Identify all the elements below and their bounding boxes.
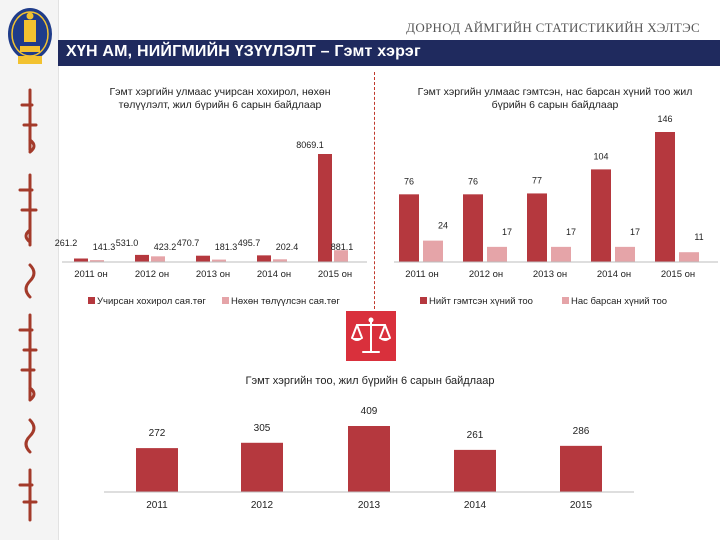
chart2-label-1-2: 17 (566, 227, 576, 237)
chart2-tick-1: 2012 он (469, 269, 503, 280)
chart1-legend-swatch-1 (222, 297, 229, 304)
chart2-label-1-0: 24 (438, 221, 448, 231)
chart2-bar-1-4 (679, 252, 699, 262)
chart3-title: Гэмт хэргийн тоо, жил бүрийн 6 сарын бай… (245, 375, 495, 387)
chart2-title: Гэмт хэргийн улмаас гэмтсэн, нас барсан … (417, 86, 693, 111)
chart3-bar-4 (560, 445, 602, 492)
chart1-bar-0-1 (135, 254, 149, 262)
chart2-bar-1-1 (487, 246, 507, 262)
chart1-bar-1-4 (334, 250, 348, 262)
chart3-bar-1 (241, 442, 283, 492)
chart3-tick-4: 2015 (570, 500, 593, 511)
chart1-label-1-4: 881.1 (331, 242, 354, 252)
chart3-tick-3: 2014 (464, 500, 487, 511)
chart2-tick-3: 2014 он (597, 269, 631, 280)
chart1-label-0-3: 495.7 (238, 238, 261, 248)
chart1-bar-1-2 (212, 259, 226, 262)
chart2-bar-0-2 (527, 193, 547, 262)
panel-divider (374, 72, 375, 324)
chart1-label-1-1: 423.2 (154, 242, 177, 252)
chart1-label-1-0: 141.3 (93, 242, 116, 252)
scale-of-justice-icon (346, 311, 396, 361)
mongolian-script-decoration (18, 88, 38, 522)
chart2-legend-label-0: Нийт гэмтсэн хүний тоо (429, 296, 533, 307)
chart2-tick-0: 2011 он (405, 269, 439, 280)
chart2-label-0-1: 76 (468, 176, 478, 186)
chart1-bar-0-0 (74, 258, 88, 262)
chart1-bar-0-4 (318, 154, 332, 262)
chart1-legend-label-1: Нөхөн төлүүлсэн сая.төг (231, 296, 340, 307)
organization-title: ДОРНОД АЙМГИЙН СТАТИСТИКИЙН ХЭЛТЭС (406, 20, 700, 35)
chart3-tick-1: 2012 (251, 500, 274, 511)
chart1-legend-swatch-0 (88, 297, 95, 304)
chart2-bar-0-4 (655, 132, 675, 262)
chart2-tick-4: 2015 он (661, 269, 695, 280)
chart2-bar-0-1 (463, 194, 483, 262)
chart3-bar-3 (454, 449, 496, 492)
chart3-label-4: 286 (573, 426, 590, 437)
chart3-label-3: 261 (467, 430, 484, 441)
chart2-legend-label-1: Нас барсан хүний тоо (571, 296, 667, 307)
state-emblem-icon (8, 8, 52, 64)
chart2-bar-0-0 (399, 194, 419, 262)
section-title: ХҮН АМ, НИЙГМИЙН ҮЗҮҮЛЭЛТ – Гэмт хэрэг (66, 43, 421, 60)
chart2-legend-swatch-0 (420, 297, 427, 304)
chart2-label-0-2: 77 (532, 175, 542, 185)
chart2-bar-1-2 (551, 246, 571, 262)
left-decorative-strip (0, 0, 59, 540)
chart2-label-1-4: 11 (694, 232, 703, 242)
chart1-label-0-1: 531.0 (116, 238, 139, 248)
chart2-bar-0-3 (591, 169, 611, 262)
chart3-label-0: 272 (149, 428, 166, 439)
chart3-bar-0 (136, 448, 178, 492)
chart1-title: Гэмт хэргийн улмаас учирсан хохирол, нөх… (109, 86, 331, 111)
chart1-label-0-2: 470.7 (177, 238, 200, 248)
chart1-bar-1-1 (151, 256, 165, 262)
chart3-label-2: 409 (361, 406, 378, 417)
chart1-bar-0-3 (257, 255, 271, 262)
chart2-bar-1-3 (615, 246, 635, 262)
chart1-tick-1: 2012 он (135, 269, 169, 280)
chart1-tick-2: 2013 он (196, 269, 230, 280)
chart3-bar-2 (348, 426, 390, 492)
chart2-legend-swatch-1 (562, 297, 569, 304)
chart2-tick-2: 2013 он (533, 269, 567, 280)
chart3-tick-2: 2013 (358, 500, 381, 511)
chart1-bar-0-2 (196, 255, 210, 262)
chart3-label-1: 305 (254, 423, 271, 434)
chart2-bar-1-0 (423, 240, 443, 262)
chart1-bar-1-3 (273, 259, 287, 262)
chart1-tick-4: 2015 он (318, 269, 352, 280)
chart2-label-0-0: 76 (404, 176, 414, 186)
chart2-label-1-3: 17 (630, 227, 640, 237)
chart1-tick-3: 2014 он (257, 269, 291, 280)
chart2-label-0-3: 104 (593, 151, 608, 161)
chart1-label-0-0: 261.2 (55, 238, 78, 248)
chart1-label-1-2: 181.3 (215, 242, 238, 252)
chart1-label-1-3: 202.4 (276, 242, 299, 252)
section-title-bar: ХҮН АМ, НИЙГМИЙН ҮЗҮҮЛЭЛТ – Гэмт хэрэг (58, 40, 720, 66)
chart1-bar-1-0 (90, 260, 104, 262)
chart1-tick-0: 2011 он (74, 269, 108, 280)
chart2-label-1-1: 17 (502, 227, 512, 237)
chart1-legend-label-0: Учирсан хохирол сая.төг (97, 296, 206, 307)
chart3-tick-0: 2011 (146, 500, 168, 511)
chart2-label-0-4: 146 (657, 114, 672, 124)
chart1-label-0-4: 8069.1 (296, 140, 324, 150)
